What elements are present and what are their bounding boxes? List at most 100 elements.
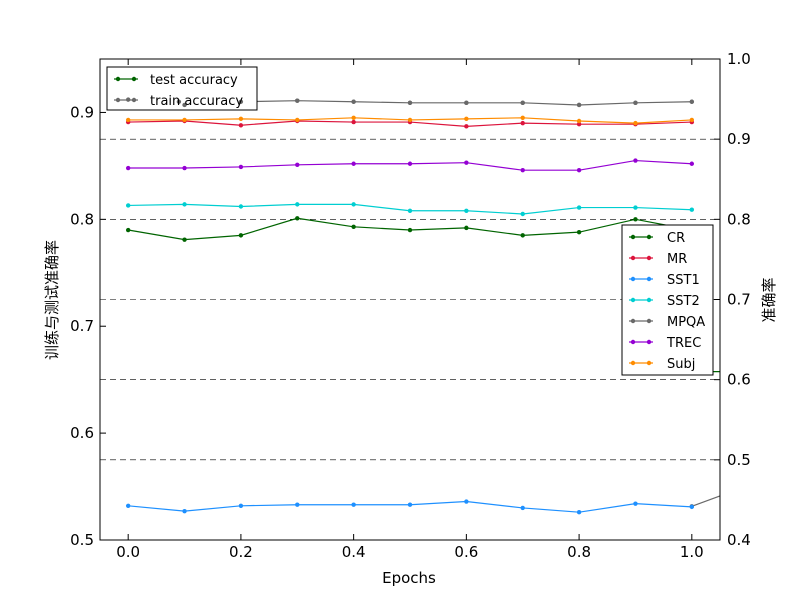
point-cr: [351, 224, 356, 230]
point-cr: [576, 229, 582, 235]
legend-dataset-marker: [630, 318, 636, 324]
point-sst2: [633, 205, 638, 210]
point-sst2: [520, 211, 525, 217]
train-accuracy-point: [295, 98, 300, 103]
right-axis-line-1: [691, 495, 721, 507]
legend-dataset-marker: [646, 360, 652, 366]
y-axis-right-label: 准确率: [760, 277, 778, 322]
legend-dataset-label: MR: [667, 252, 687, 267]
legend-dataset-marker: [646, 234, 652, 240]
point-sst2: [689, 207, 695, 212]
legend-dataset-label: SST2: [667, 294, 700, 309]
point-cr: [464, 225, 469, 231]
legend-dataset-label: TREC: [666, 336, 701, 351]
legend-accuracy-marker: [131, 76, 137, 82]
y-right-tick-label: 0.8: [727, 210, 751, 228]
train-accuracy-point: [633, 100, 638, 106]
train-accuracy-point: [520, 100, 525, 106]
point-sst1: [125, 503, 131, 508]
point-sst1: [520, 505, 525, 511]
legend-accuracy-marker: [115, 97, 121, 103]
point-mr: [351, 119, 356, 125]
y-tick-label: 0.6: [70, 424, 94, 442]
point-sst1: [689, 504, 695, 510]
legend-dataset-marker: [646, 255, 652, 261]
point-trec: [633, 158, 638, 163]
point-cr: [520, 233, 525, 238]
legend-dataset-marker: [630, 276, 636, 282]
point-mr: [464, 124, 469, 129]
y-right-tick-label: 0.4: [727, 531, 751, 549]
legend-dataset-marker: [630, 297, 636, 303]
axis-ticks: 0.5 0.6 0.7 0.8 0.9 0.4 0.5 0.6 0.7 0.8 0.9 1.0 0.0 0…: [70, 50, 751, 561]
x-axis-label: Epochs: [382, 569, 436, 587]
point-trec: [464, 160, 469, 165]
y-right-tick-label: 1.0: [727, 50, 751, 68]
point-cr: [125, 227, 131, 233]
point-sst1: [576, 510, 582, 515]
point-sst2: [407, 208, 413, 213]
point-trec: [351, 161, 356, 166]
train-accuracy-point: [576, 102, 582, 108]
point-mr: [238, 123, 244, 128]
grid-lines: [100, 138, 720, 461]
train-accuracy-point: [238, 99, 244, 104]
point-sst2: [182, 202, 187, 207]
point-subj: [633, 120, 638, 126]
point-subj: [238, 116, 244, 122]
x-tick-label: 1.0: [680, 543, 704, 561]
point-cr: [295, 216, 300, 221]
legend-dataset-marker: [630, 360, 636, 366]
train-accuracy-point: [464, 100, 469, 106]
point-trec: [182, 165, 187, 171]
legend-accuracy-frame: [106, 66, 258, 111]
legend-dataset-marker: [646, 339, 652, 345]
train-accuracy-point: [351, 99, 356, 104]
y-axis-label: 训练与测试准确率: [43, 240, 61, 360]
y-tick-label: 0.8: [70, 210, 94, 228]
y-right-tick-label: 0.7: [727, 291, 751, 309]
y-tick-label: 0.9: [70, 103, 94, 121]
legend-accuracy-label: test accuracy: [150, 73, 238, 88]
legend-dataset-marker: [646, 297, 652, 303]
point-trec: [125, 165, 131, 171]
point-subj: [576, 118, 582, 124]
point-subj: [351, 115, 356, 120]
legend-dataset-label: Subj: [667, 357, 695, 372]
point-trec: [689, 161, 695, 166]
point-sst1: [182, 508, 187, 514]
legend-dataset-marker: [630, 234, 636, 240]
point-sst2: [351, 202, 356, 207]
legend-dataset-marker: [646, 276, 652, 282]
point-sst1: [238, 503, 244, 508]
point-sst2: [295, 202, 300, 207]
point-sst1: [295, 502, 300, 507]
point-sst1: [464, 499, 469, 504]
point-trec: [407, 161, 413, 166]
point-cr: [238, 233, 244, 238]
point-subj: [125, 117, 131, 123]
point-subj: [295, 117, 300, 123]
point-sst1: [407, 502, 413, 507]
point-subj: [182, 117, 187, 123]
point-subj: [407, 117, 413, 123]
point-mr: [520, 120, 525, 126]
y-tick-label: 0.7: [70, 317, 94, 335]
point-sst2: [125, 203, 131, 208]
point-trec: [520, 167, 525, 173]
point-subj: [520, 115, 525, 120]
train-accuracy-point: [176, 99, 182, 104]
legend-dataset-marker: [630, 255, 636, 261]
point-cr: [182, 237, 187, 242]
point-sst2: [464, 208, 469, 213]
point-subj: [689, 117, 695, 123]
point-mr: [576, 122, 582, 127]
legend-accuracy-marker: [115, 76, 121, 82]
y-right-tick-label: 0.6: [727, 371, 751, 389]
point-cr: [633, 217, 638, 222]
point-sst2: [238, 204, 244, 209]
train-accuracy-point: [407, 100, 413, 106]
y-right-tick-label: 0.9: [727, 130, 751, 148]
point-cr: [407, 227, 413, 233]
